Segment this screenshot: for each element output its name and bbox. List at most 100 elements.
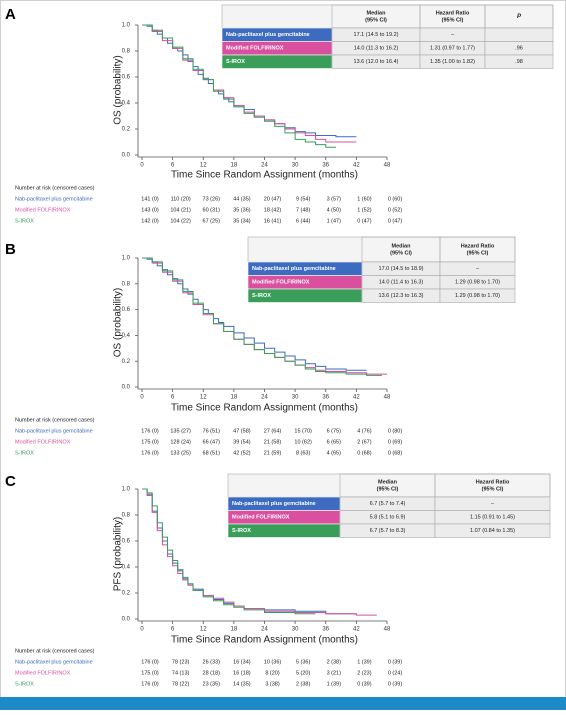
risk-value: 0 (39): [388, 659, 403, 665]
table-value: 17.1 (14.5 to 19.2): [354, 32, 399, 38]
x-tick-label: 48: [384, 627, 391, 633]
x-tick-label: 36: [322, 163, 329, 169]
risk-value: 66 (47): [203, 439, 221, 445]
risk-value: 28 (18): [203, 670, 221, 676]
table-value: 17.0 (14.5 to 18.9): [379, 266, 424, 272]
y-tick-label: 0.4: [122, 565, 131, 571]
risk-value: 21 (59): [264, 450, 282, 456]
table-header-bg: [221, 4, 554, 29]
risk-value: 44 (35): [233, 196, 251, 202]
risk-value: 78 (23): [172, 659, 190, 665]
risk-value: 8 (63): [296, 450, 311, 456]
risk-value: 16 (34): [233, 659, 251, 665]
risk-series-name: Modified FOLFIRINOX: [15, 439, 71, 445]
risk-value: 0 (60): [388, 196, 403, 202]
y-tick-label: 0.4: [122, 101, 131, 107]
risk-series-name: S-IROX: [15, 450, 34, 456]
x-tick-label: 42: [353, 163, 360, 169]
risk-value: 4 (65): [327, 450, 342, 456]
x-tick-label: 30: [292, 163, 299, 169]
y-tick-label: 0.6: [122, 539, 131, 545]
risk-value: 142 (0): [141, 218, 159, 224]
risk-value: 141 (0): [141, 196, 159, 202]
risk-value: 0 (47): [388, 218, 403, 224]
footer-bar: [0, 697, 566, 710]
y-tick-label: 0.0: [122, 385, 131, 391]
x-tick-label: 24: [261, 395, 268, 401]
table-value: 1.35 (1.00 to 1.82): [430, 59, 475, 65]
table-value: 6.7 (5.7 to 7.4): [370, 501, 406, 507]
table-cell: [434, 523, 551, 538]
table-header: Hazard Ratio: [461, 243, 495, 249]
x-tick-label: 48: [384, 163, 391, 169]
y-axis-title: OS (probability): [113, 288, 124, 357]
risk-value: 1 (39): [327, 681, 342, 687]
risk-value: 175 (0): [141, 439, 159, 445]
table-header: (95% CI): [467, 250, 489, 256]
y-tick-label: 0.6: [122, 75, 131, 81]
survival-curve: [142, 488, 316, 615]
x-tick-label: 6: [171, 163, 175, 169]
table-value: 1.07 (0.84 to 1.35): [470, 528, 515, 534]
table-value: 1.31 (0.97 to 1.77): [430, 46, 475, 52]
risk-value: 9 (54): [296, 196, 311, 202]
risk-value: 5 (20): [296, 670, 311, 676]
risk-value: 6 (44): [296, 218, 311, 224]
table-header: Median: [367, 10, 387, 16]
risk-value: 0 (47): [357, 218, 372, 224]
table-cell: [484, 54, 554, 69]
table-value: 1.29 (0.98 to 1.70): [455, 280, 500, 286]
risk-title: Number at risk (censored cases): [15, 417, 95, 423]
risk-value: 0 (68): [388, 450, 403, 456]
risk-value: 39 (54): [233, 439, 251, 445]
risk-value: 78 (22): [172, 681, 190, 687]
table-series-name: S-IROX: [252, 293, 271, 299]
x-tick-label: 0: [140, 395, 144, 401]
y-tick-label: 0.2: [122, 359, 131, 365]
risk-value: 3 (21): [327, 670, 342, 676]
risk-value: 175 (0): [141, 670, 159, 676]
table-cell: [484, 27, 554, 42]
risk-value: 1 (52): [357, 207, 372, 213]
x-axis-title: Time Since Random Assignment (months): [171, 403, 358, 414]
risk-value: 135 (27): [170, 428, 191, 434]
risk-value: 18 (42): [264, 207, 282, 213]
x-tick-label: 18: [231, 627, 238, 633]
risk-series-name: S-IROX: [15, 681, 34, 687]
x-tick-label: 30: [292, 395, 299, 401]
risk-value: 16 (18): [233, 670, 251, 676]
x-tick-label: 48: [384, 395, 391, 401]
table-header: P: [517, 14, 522, 20]
x-tick-label: 36: [322, 627, 329, 633]
x-tick-label: 24: [261, 627, 268, 633]
y-axis-title: OS (probability): [113, 55, 124, 124]
risk-value: 2 (38): [327, 659, 342, 665]
y-tick-label: 0.0: [122, 153, 131, 159]
risk-value: 143 (0): [141, 207, 159, 213]
risk-value: 74 (13): [172, 670, 190, 676]
y-tick-label: 0.8: [122, 49, 131, 55]
risk-value: 10 (62): [294, 439, 312, 445]
table-value: 13.6 (12.0 to 16.4): [354, 59, 399, 65]
x-tick-label: 6: [171, 627, 175, 633]
table-series-name: Modified FOLFIRINOX: [252, 280, 310, 286]
risk-value: 20 (47): [264, 196, 282, 202]
risk-value: 76 (51): [203, 428, 221, 434]
table-header: (95% CI): [377, 486, 399, 492]
risk-series-name: S-IROX: [15, 218, 34, 224]
table-value: 1.15 (0.91 to 1.45): [470, 515, 515, 521]
survival-curve: [142, 24, 336, 148]
risk-value: 133 (25): [170, 450, 191, 456]
risk-value: 42 (52): [233, 450, 251, 456]
table-header: Hazard Ratio: [436, 10, 470, 16]
x-tick-label: 12: [200, 627, 207, 633]
risk-value: 2 (38): [296, 681, 311, 687]
risk-value: 6 (75): [327, 428, 342, 434]
x-axis-title: Time Since Random Assignment (months): [171, 635, 358, 646]
risk-value: 10 (36): [264, 659, 282, 665]
risk-value: 5 (36): [296, 659, 311, 665]
panel-label: A: [5, 6, 16, 23]
table-header: (95% CI): [390, 250, 412, 256]
table-header: Median: [392, 243, 412, 249]
